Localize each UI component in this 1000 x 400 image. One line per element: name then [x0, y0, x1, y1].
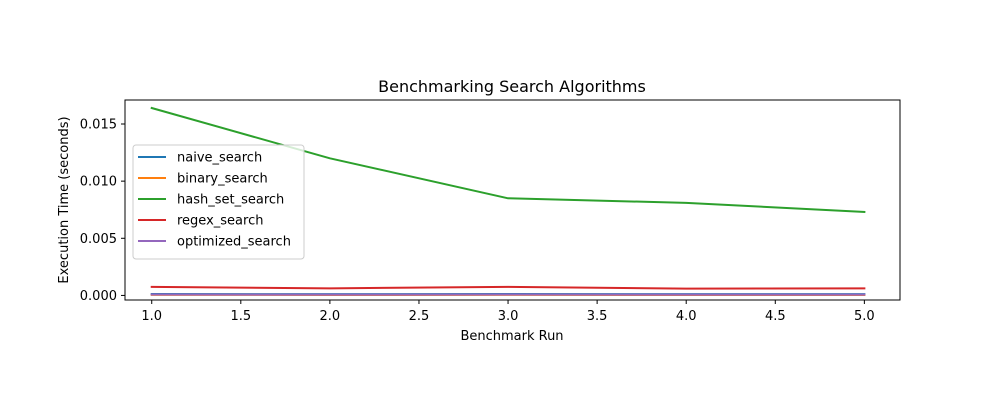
x-tick-label: 2.5: [409, 309, 430, 324]
series-line-regex-search: [150, 285, 866, 290]
x-tick-label: 1.0: [141, 309, 162, 324]
legend-label: binary_search: [177, 172, 268, 187]
legend-box: [132, 144, 305, 260]
legend-label: hash_set_search: [177, 193, 284, 208]
y-axis: 0.000 0.005 0.010 0.015: [80, 118, 125, 304]
plot-lines: [150, 106, 866, 296]
y-tick-label: 0.015: [80, 118, 117, 133]
plot-area-frame: [124, 99, 901, 301]
legend-label: optimized_search: [177, 235, 291, 250]
x-tick-label: 1.5: [230, 309, 251, 324]
x-tick-label: 5.0: [854, 309, 875, 324]
y-tick-label: 0.000: [80, 289, 117, 304]
chart-title: Benchmarking Search Algorithms: [378, 77, 646, 96]
y-axis-label: Execution Time (seconds): [57, 116, 72, 283]
x-tick-label: 4.0: [676, 309, 697, 324]
x-tick-label: 3.0: [498, 309, 519, 324]
legend: naive_search binary_search hash_set_search…: [132, 144, 305, 260]
y-tick-label: 0.010: [80, 175, 117, 190]
x-tick-label: 2.0: [320, 309, 341, 324]
x-axis-label: Benchmark Run: [460, 329, 563, 344]
y-tick-label: 0.005: [80, 232, 117, 247]
legend-label: naive_search: [177, 151, 262, 166]
legend-label: regex_search: [177, 214, 263, 229]
x-axis: 1.0 1.5 2.0 2.5 3.0 3.5 4.0 4.5 5.0: [141, 300, 875, 324]
x-tick-label: 4.5: [765, 309, 786, 324]
x-tick-label: 3.5: [587, 309, 608, 324]
series-line-hash-set-search: [150, 106, 866, 214]
